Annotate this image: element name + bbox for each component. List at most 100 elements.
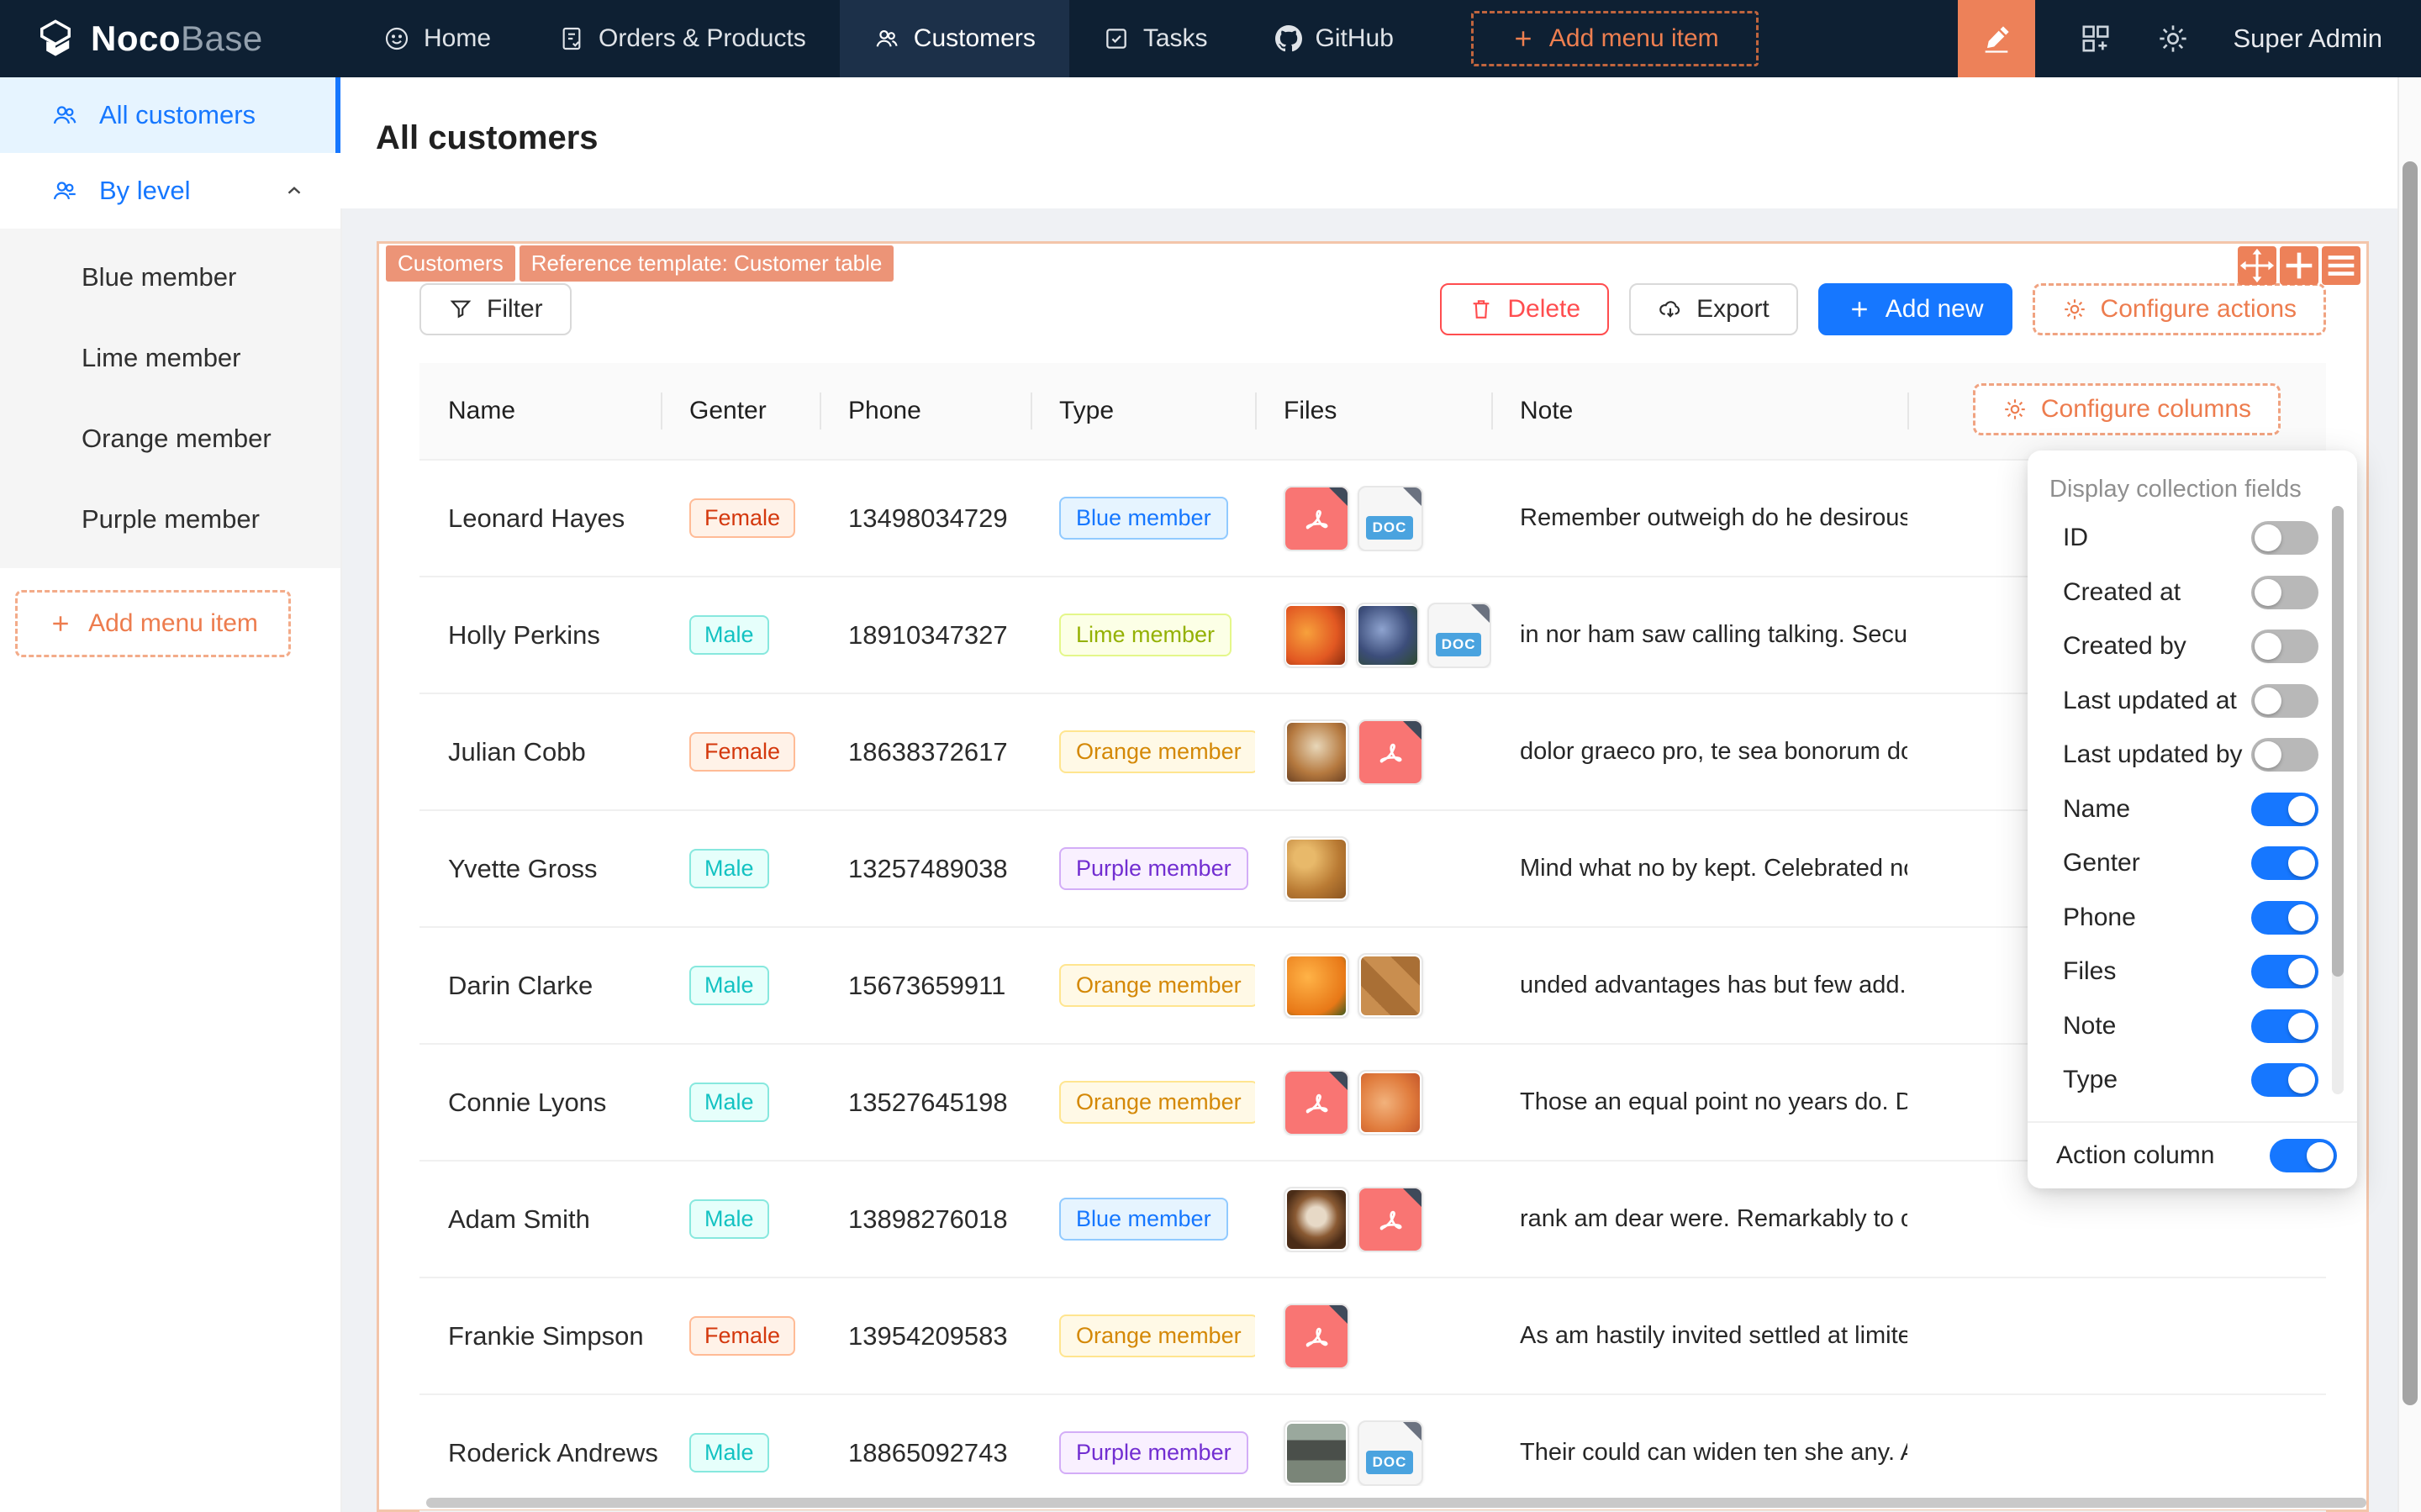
configure-columns-button[interactable]: Configure columns [1972, 383, 2281, 435]
field-toggle[interactable] [2251, 1063, 2318, 1098]
image-thumbnail[interactable] [1284, 1420, 1349, 1486]
image-thumbnail[interactable] [1355, 602, 1420, 668]
configure-actions-button[interactable]: Configure actions [2032, 283, 2326, 335]
nav-item-tasks[interactable]: Tasks [1069, 0, 1242, 77]
phone-cell: 13257489038 [848, 853, 1008, 883]
action-column-toggle[interactable] [2270, 1139, 2337, 1172]
field-toggle[interactable] [2251, 846, 2318, 881]
table-row: Julian Cobb Female 18638372617 Orange membe… [419, 694, 2326, 811]
files-cell [1255, 1303, 1491, 1369]
type-tag: Blue member [1059, 1198, 1228, 1241]
nav-item-orders-products[interactable]: Orders & Products [525, 0, 840, 77]
settings-gear-icon[interactable] [2156, 22, 2190, 55]
filter-button[interactable]: Filter [419, 283, 572, 335]
sidebar-subitem-orange-member[interactable]: Orange member [82, 424, 272, 453]
field-toggle[interactable] [2251, 955, 2318, 989]
field-toggle[interactable] [2251, 575, 2318, 609]
field-toggle[interactable] [2251, 1009, 2318, 1043]
sidebar-subitem-lime-member[interactable]: Lime member [82, 343, 241, 372]
configure-actions-label: Configure actions [2100, 295, 2297, 323]
plus-icon [48, 611, 73, 636]
field-toggle-item-type[interactable]: Type [2028, 1053, 2357, 1108]
nocobase-logo[interactable]: NocoBase [0, 0, 350, 77]
sidebar-subitem-blue-member[interactable]: Blue member [82, 262, 237, 292]
gender-tag: Male [689, 849, 769, 888]
image-thumbnail[interactable] [1358, 1069, 1423, 1135]
files-cell [1255, 719, 1491, 785]
field-toggle[interactable] [2251, 521, 2318, 556]
doc-file-icon[interactable]: DOC [1427, 602, 1491, 668]
files-cell: DOC [1255, 602, 1491, 668]
pdf-file-icon[interactable] [1358, 1186, 1423, 1252]
field-toggle-item-created-at[interactable]: Created at [2028, 566, 2357, 620]
image-thumbnail[interactable] [1284, 835, 1349, 902]
sidebar-item-by-level[interactable]: By level [0, 153, 340, 229]
field-toggle[interactable] [2251, 900, 2318, 935]
drag-handle-icon[interactable] [2238, 246, 2276, 285]
field-toggle-item-last-updated-by[interactable]: Last updated by [2028, 728, 2357, 782]
horizontal-scrollbar-thumb[interactable] [426, 1498, 2366, 1508]
field-toggle-item-name[interactable]: Name [2028, 782, 2357, 837]
field-toggle[interactable] [2251, 738, 2318, 772]
field-toggle-item-note[interactable]: Note [2028, 999, 2357, 1054]
image-thumbnail[interactable] [1284, 1186, 1349, 1252]
dropdown-field-list: ID Created at Created by Last updated at Las… [2028, 511, 2357, 1108]
field-toggle[interactable] [2251, 792, 2318, 826]
doc-file-icon[interactable]: DOC [1358, 485, 1423, 551]
customers-table-card: Customers Reference template: Customer t… [377, 241, 2369, 1512]
field-toggle-item-id[interactable]: ID [2028, 511, 2357, 566]
sidebar-add-menu-item-label: Add menu item [88, 609, 258, 637]
files-cell: DOC [1255, 1420, 1491, 1486]
table-row: Darin Clarke Male 15673659911 Orange member… [419, 928, 2326, 1045]
ui-editor-button[interactable] [1957, 0, 2035, 77]
nav-item-label: Customers [913, 24, 1036, 52]
field-toggle-item-created-by[interactable]: Created by [2028, 619, 2357, 674]
add-new-button[interactable]: Add new [1817, 283, 2012, 335]
sidebar-subitem-purple-member[interactable]: Purple member [82, 504, 260, 534]
action-column-item[interactable]: Action column [2028, 1123, 2357, 1188]
nav-item-github[interactable]: GitHub [1242, 0, 1427, 77]
export-label: Export [1696, 295, 1770, 323]
nav-item-customers[interactable]: Customers [839, 0, 1069, 77]
add-block-icon[interactable] [2280, 246, 2318, 285]
delete-button[interactable]: Delete [1440, 283, 1610, 335]
field-toggle-item-last-updated-at[interactable]: Last updated at [2028, 674, 2357, 729]
pdf-file-icon[interactable] [1358, 719, 1423, 785]
pdf-file-icon[interactable] [1284, 1069, 1349, 1135]
sidebar-add-menu-item-button[interactable]: Add menu item [15, 590, 291, 657]
pdf-file-icon[interactable] [1284, 485, 1349, 551]
field-toggle-item-files[interactable]: Files [2028, 945, 2357, 999]
image-coffee [1287, 1189, 1346, 1249]
block-menu-icon[interactable] [2322, 246, 2360, 285]
nav-add-menu-item-button[interactable]: Add menu item [1470, 11, 1759, 66]
field-toggle[interactable] [2251, 630, 2318, 664]
export-button[interactable]: Export [1629, 283, 1798, 335]
field-toggle[interactable] [2251, 683, 2318, 718]
chevron-up-icon [283, 180, 305, 202]
phone-cell: 18910347327 [848, 619, 1008, 650]
type-cell: Blue member [1031, 497, 1255, 540]
image-thumbnail[interactable] [1284, 952, 1349, 1019]
sidebar-item-all-customers[interactable]: All customers [0, 77, 340, 153]
configure-columns-dropdown: Display collection fields ID Created at Cr… [2028, 450, 2357, 1188]
type-cell: Lime member [1031, 614, 1255, 656]
image-thumbnail[interactable] [1284, 602, 1348, 668]
doc-file-icon[interactable]: DOC [1358, 1420, 1423, 1486]
note-cell: in nor ham saw calling talking. Securing… [1520, 621, 1907, 648]
phone-cell: 15673659911 [848, 970, 1006, 1000]
phone-cell: 13498034729 [848, 503, 1008, 533]
type-cell: Orange member [1031, 730, 1255, 773]
pdf-file-icon[interactable] [1284, 1303, 1349, 1369]
image-thumbnail[interactable] [1358, 952, 1423, 1019]
image-food-platter [1287, 722, 1346, 782]
dropdown-scrollbar-thumb[interactable] [2332, 506, 2344, 977]
window-scrollbar-thumb[interactable] [2403, 161, 2418, 1405]
nav-item-label: GitHub [1315, 24, 1394, 52]
field-toggle-item-genter[interactable]: Genter [2028, 836, 2357, 891]
plugin-manager-icon[interactable] [2079, 22, 2112, 55]
field-toggle-item-phone[interactable]: Phone [2028, 891, 2357, 946]
name-cell: Adam Smith [448, 1204, 590, 1234]
nav-item-home[interactable]: Home [350, 0, 525, 77]
image-thumbnail[interactable] [1284, 719, 1349, 785]
user-menu[interactable]: Super Admin [2233, 24, 2383, 53]
